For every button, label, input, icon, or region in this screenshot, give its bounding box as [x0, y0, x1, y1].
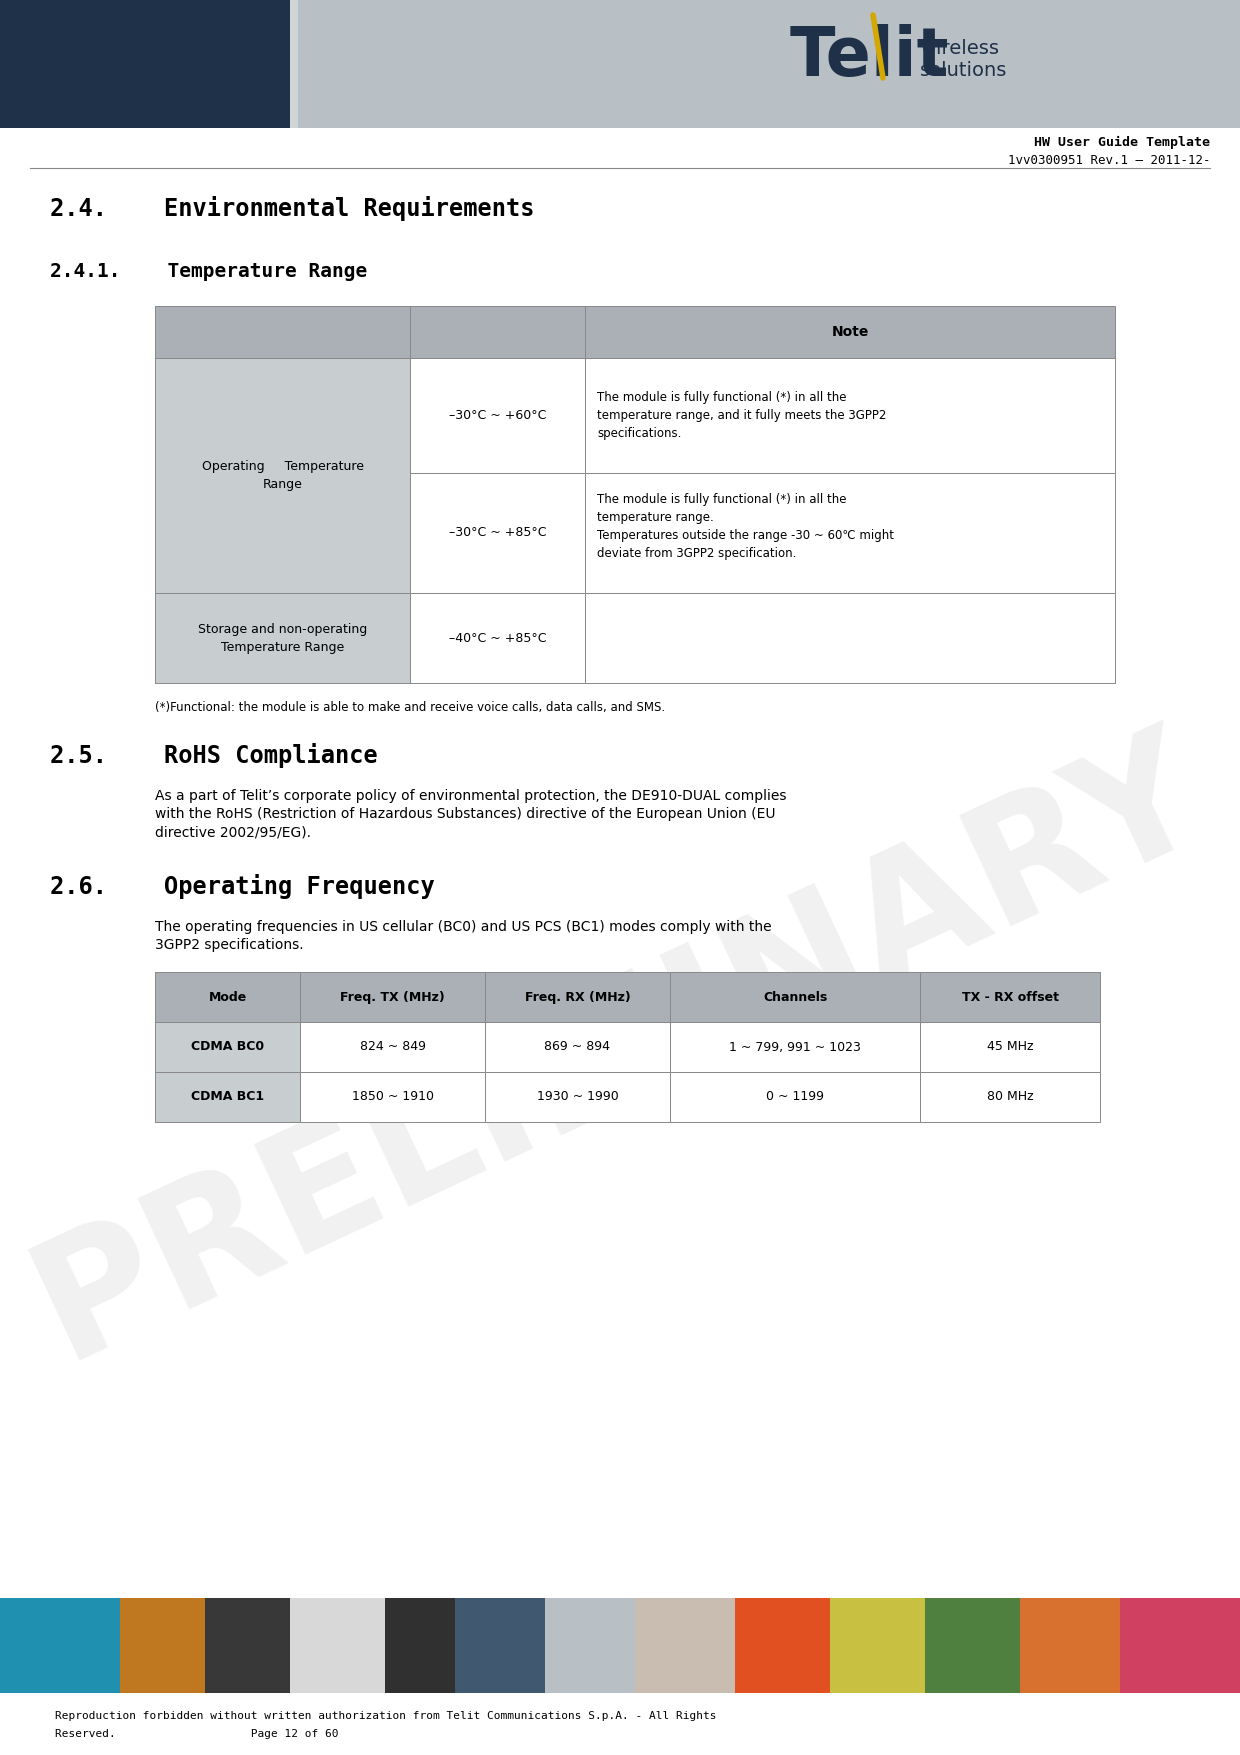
- Bar: [384, 1599, 455, 1694]
- Bar: [155, 1072, 300, 1121]
- Text: Freq. TX (MHz): Freq. TX (MHz): [340, 990, 445, 1004]
- Text: (*)Functional: the module is able to make and receive voice calls, data calls, a: (*)Functional: the module is able to mak…: [155, 700, 665, 714]
- Bar: [485, 972, 670, 1021]
- Bar: [300, 1021, 485, 1072]
- Text: As a part of Telit’s corporate policy of environmental protection, the DE910-DUA: As a part of Telit’s corporate policy of…: [155, 790, 786, 804]
- Text: 3GPP2 specifications.: 3GPP2 specifications.: [155, 937, 304, 951]
- Bar: [585, 474, 1115, 593]
- Bar: [155, 972, 300, 1021]
- Text: –40°C ~ +85°C: –40°C ~ +85°C: [449, 632, 547, 644]
- Text: Note: Note: [831, 325, 869, 339]
- Bar: [585, 593, 1115, 683]
- Bar: [670, 972, 920, 1021]
- Bar: [290, 0, 298, 128]
- Text: 2.4.1.    Temperature Range: 2.4.1. Temperature Range: [50, 261, 367, 281]
- Bar: [300, 1072, 485, 1121]
- Text: CDMA BC0: CDMA BC0: [191, 1041, 264, 1053]
- Text: 1850 ~ 1910: 1850 ~ 1910: [351, 1090, 434, 1104]
- Bar: [485, 1021, 670, 1072]
- Bar: [546, 1599, 635, 1694]
- Text: 1vv0300951 Rev.1 – 2011-12-: 1vv0300951 Rev.1 – 2011-12-: [1007, 154, 1210, 167]
- Text: 80 MHz: 80 MHz: [987, 1090, 1033, 1104]
- Bar: [155, 305, 410, 358]
- Text: The module is fully functional (*) in all the
temperature range, and it fully me: The module is fully functional (*) in al…: [596, 391, 887, 441]
- Bar: [290, 1599, 384, 1694]
- Text: The module is fully functional (*) in all the
temperature range.
Temperatures ou: The module is fully functional (*) in al…: [596, 493, 894, 560]
- Bar: [205, 1599, 290, 1694]
- Bar: [155, 358, 410, 593]
- Text: PRELIMINARY: PRELIMINARY: [11, 709, 1229, 1392]
- Bar: [925, 1599, 1021, 1694]
- Text: 45 MHz: 45 MHz: [987, 1041, 1033, 1053]
- Bar: [410, 358, 585, 474]
- Bar: [920, 1021, 1100, 1072]
- Text: Reproduction forbidden without written authorization from Telit Communications S: Reproduction forbidden without written a…: [55, 1711, 717, 1722]
- Bar: [410, 593, 585, 683]
- Text: 869 ~ 894: 869 ~ 894: [544, 1041, 610, 1053]
- Bar: [410, 305, 585, 358]
- Text: with the RoHS (Restriction of Hazardous Substances) directive of the European Un: with the RoHS (Restriction of Hazardous …: [155, 807, 775, 821]
- Bar: [670, 1021, 920, 1072]
- Bar: [410, 474, 585, 593]
- Text: 2.6.    Operating Frequency: 2.6. Operating Frequency: [50, 874, 435, 899]
- Bar: [120, 1599, 205, 1694]
- Bar: [155, 1021, 300, 1072]
- Bar: [585, 358, 1115, 474]
- Text: 1 ~ 799, 991 ~ 1023: 1 ~ 799, 991 ~ 1023: [729, 1041, 861, 1053]
- Text: Operating     Temperature
Range: Operating Temperature Range: [201, 460, 363, 491]
- Bar: [300, 972, 485, 1021]
- Text: –30°C ~ +85°C: –30°C ~ +85°C: [449, 526, 547, 539]
- Bar: [0, 1599, 120, 1694]
- Text: Storage and non-operating
Temperature Range: Storage and non-operating Temperature Ra…: [198, 623, 367, 653]
- Bar: [485, 1072, 670, 1121]
- Text: solutions: solutions: [920, 61, 1007, 81]
- Text: 2.5.    RoHS Compliance: 2.5. RoHS Compliance: [50, 742, 378, 769]
- Text: HW User Guide Template: HW User Guide Template: [1034, 135, 1210, 149]
- Text: Mode: Mode: [208, 990, 247, 1004]
- Bar: [1021, 1599, 1120, 1694]
- Text: 0 ~ 1199: 0 ~ 1199: [766, 1090, 825, 1104]
- Bar: [155, 593, 410, 683]
- Text: wireless: wireless: [920, 39, 999, 58]
- Bar: [920, 972, 1100, 1021]
- Bar: [585, 305, 1115, 358]
- Bar: [920, 1072, 1100, 1121]
- Bar: [635, 1599, 735, 1694]
- Text: 824 ~ 849: 824 ~ 849: [360, 1041, 425, 1053]
- Text: CDMA BC1: CDMA BC1: [191, 1090, 264, 1104]
- Text: 2.4.    Environmental Requirements: 2.4. Environmental Requirements: [50, 197, 534, 221]
- Text: –30°C ~ +60°C: –30°C ~ +60°C: [449, 409, 546, 421]
- Bar: [455, 1599, 546, 1694]
- Text: directive 2002/95/EG).: directive 2002/95/EG).: [155, 825, 311, 839]
- Bar: [830, 1599, 925, 1694]
- Text: Freq. RX (MHz): Freq. RX (MHz): [525, 990, 630, 1004]
- Text: Telit: Telit: [790, 25, 950, 90]
- Text: 1930 ~ 1990: 1930 ~ 1990: [537, 1090, 619, 1104]
- Bar: [0, 0, 295, 128]
- Text: TX - RX offset: TX - RX offset: [961, 990, 1059, 1004]
- Bar: [295, 0, 1240, 128]
- Text: The operating frequencies in US cellular (BC0) and US PCS (BC1) modes comply wit: The operating frequencies in US cellular…: [155, 920, 771, 934]
- Bar: [1120, 1599, 1240, 1694]
- Text: Reserved.                    Page 12 of 60: Reserved. Page 12 of 60: [55, 1729, 339, 1739]
- Bar: [670, 1072, 920, 1121]
- Bar: [735, 1599, 830, 1694]
- Text: Channels: Channels: [763, 990, 827, 1004]
